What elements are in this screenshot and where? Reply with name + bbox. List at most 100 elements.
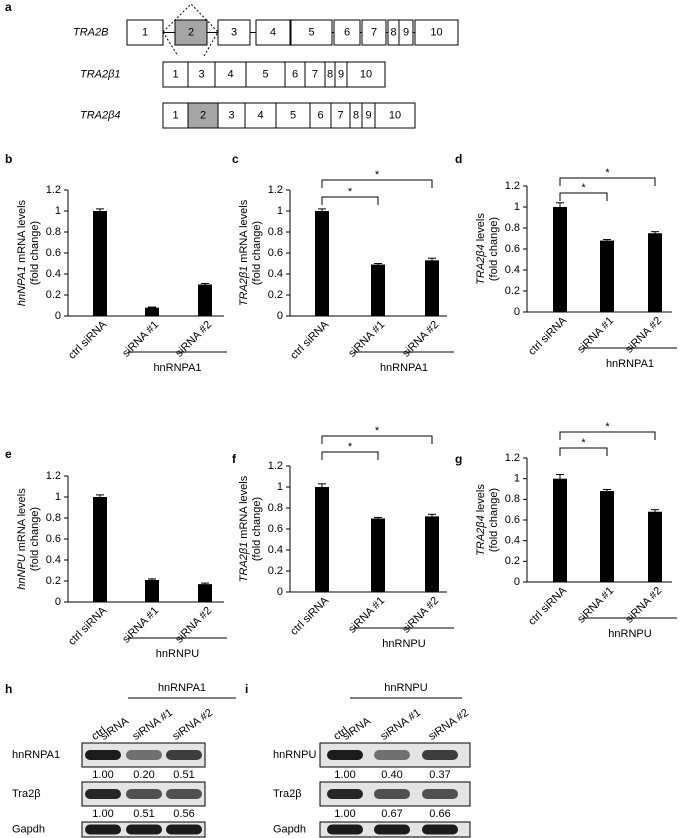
y-axis-label-gene: TRA2β1 <box>238 266 250 307</box>
band <box>422 824 458 835</box>
y-axis-label-text: mRNA levels <box>238 475 250 538</box>
y-tick-label: 0.6 <box>505 243 520 255</box>
exon-label: 2 <box>200 109 206 121</box>
bar <box>425 260 439 316</box>
exon <box>217 19 251 46</box>
exon-label: 1 <box>172 68 178 80</box>
band <box>166 789 202 799</box>
bar <box>648 511 662 582</box>
y-tick-label: 0.4 <box>505 535 520 547</box>
exon <box>333 19 361 46</box>
x-tick-label: siRNA #1 <box>120 605 161 646</box>
x-tick-label: siRNA #1 <box>575 315 616 356</box>
exon <box>398 19 414 46</box>
y-tick-label: 1 <box>277 481 283 493</box>
group-label: hnRNPA1 <box>380 362 428 374</box>
group-label: hnRNPA1 <box>153 362 201 374</box>
lane-label: siRNA #2 <box>171 707 215 743</box>
exon <box>361 19 387 46</box>
y-axis-label: (fold change) <box>251 497 263 561</box>
band <box>327 750 363 760</box>
bar <box>371 518 385 592</box>
y-tick-label: 1 <box>514 201 520 213</box>
bar <box>600 491 614 582</box>
panel-label: a <box>5 0 12 14</box>
y-tick-label: 0.2 <box>46 289 61 301</box>
quantification: 1.00 <box>334 808 355 820</box>
error-bar <box>651 509 659 515</box>
significance-label: * <box>605 421 610 433</box>
x-tick-label: siRNA #2 <box>173 319 214 360</box>
significance-label: * <box>605 167 610 179</box>
exon-label: 2 <box>188 26 194 38</box>
y-tick-label: 0.6 <box>46 247 61 259</box>
y-tick-label: 1.2 <box>505 180 520 192</box>
x-tick-label: siRNA #2 <box>173 605 214 646</box>
x-tick-label: siRNA #2 <box>400 595 441 636</box>
y-tick-label: 0.2 <box>268 565 283 577</box>
band <box>126 789 162 799</box>
band <box>85 824 121 835</box>
y-tick-label: 0.4 <box>268 268 283 280</box>
y-axis-label-text: mRNA levels <box>16 199 28 262</box>
y-tick-label: 1.2 <box>268 184 283 196</box>
quantification: 0.51 <box>133 808 154 820</box>
group-label: hnRNPA1 <box>158 682 206 694</box>
error-bar <box>374 516 382 521</box>
bar <box>553 207 567 312</box>
splice-line <box>203 31 219 57</box>
error-bar <box>201 282 209 287</box>
error-bar <box>651 231 659 236</box>
quantification: 0.37 <box>429 769 450 781</box>
row-label: Gapdh <box>273 823 306 835</box>
y-tick-label: 0 <box>514 306 520 318</box>
panel-label: h <box>5 682 12 696</box>
y-tick-label: 0.2 <box>46 575 61 587</box>
row-label: hnRNPU <box>273 749 316 761</box>
exon-label: 7 <box>312 68 318 80</box>
significance-label: * <box>581 437 586 449</box>
y-axis-label-gene: TRA2β4 <box>475 515 487 556</box>
band <box>374 750 410 760</box>
exon <box>217 102 246 129</box>
exon-label: 9 <box>403 26 409 38</box>
exon-label: 4 <box>257 109 263 121</box>
significance-bracket <box>321 196 379 205</box>
y-axis-label: (fold change) <box>488 217 500 281</box>
significance-label: * <box>581 182 586 194</box>
exon-label: 10 <box>360 68 372 80</box>
band <box>85 750 121 760</box>
x-tick-label: siRNA #2 <box>623 585 664 626</box>
exon-label: 10 <box>389 109 401 121</box>
y-axis-label: hnNPA1 mRNA levels <box>16 199 28 306</box>
exon-label: 3 <box>231 26 237 38</box>
y-tick-label: 0.4 <box>268 544 283 556</box>
significance-bracket <box>559 177 656 186</box>
error-bar <box>374 263 382 267</box>
significance-bracket <box>321 435 433 444</box>
lane-label: siRNA #1 <box>131 707 175 743</box>
y-tick-label: 1 <box>277 205 283 217</box>
row-label: hnRNPA1 <box>12 749 60 761</box>
y-axis-label: (fold change) <box>29 221 41 285</box>
panel-label: e <box>5 447 12 461</box>
exon <box>346 61 386 88</box>
y-tick-label: 0.8 <box>268 226 283 238</box>
gene-name: TRA2β4 <box>80 109 121 121</box>
exon <box>245 61 286 88</box>
bar <box>145 307 159 316</box>
quantification: 0.51 <box>173 769 194 781</box>
bar <box>315 487 329 592</box>
error-bar <box>556 474 564 484</box>
y-axis-label: TRA2β1 mRNA levels <box>238 199 250 306</box>
error-bar <box>96 494 104 500</box>
bar <box>198 584 212 602</box>
y-tick-label: 1.2 <box>46 470 61 482</box>
panel-label: f <box>232 452 237 466</box>
band <box>374 789 410 799</box>
exon-label: 3 <box>198 68 204 80</box>
quantification: 0.56 <box>173 808 194 820</box>
exon <box>174 19 208 46</box>
x-tick-label: siRNA #1 <box>346 319 387 360</box>
